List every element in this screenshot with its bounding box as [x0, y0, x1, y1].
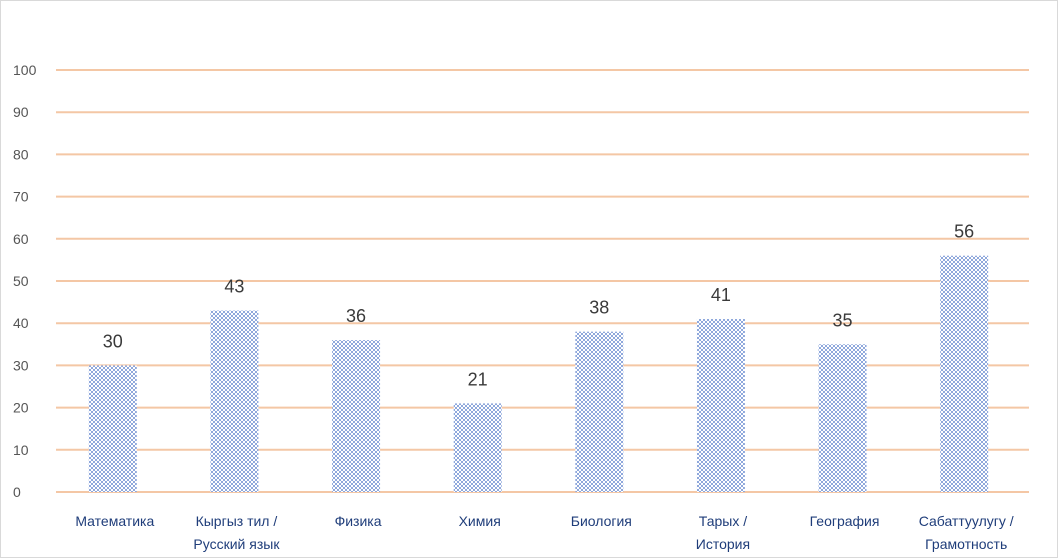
y-tick-label-80: 80 — [13, 146, 29, 162]
bar-6 — [818, 344, 867, 492]
y-tick-label-90: 90 — [13, 104, 29, 120]
y-tick-label-20: 20 — [13, 400, 29, 416]
y-tick-label-30: 30 — [13, 357, 29, 373]
y-tick-label-40: 40 — [13, 315, 29, 331]
data-label-1: 43 — [224, 277, 244, 297]
data-label-2: 36 — [346, 306, 366, 326]
bars — [88, 255, 989, 492]
y-tick-label-100: 100 — [13, 62, 37, 78]
x-tick-label-7: Сабаттуулугу / Грамотность — [919, 513, 1014, 552]
bar-2 — [332, 340, 381, 492]
bar-5 — [696, 318, 745, 492]
data-label-3: 21 — [468, 369, 488, 389]
data-label-5: 41 — [711, 285, 731, 305]
x-tick-label-2: Физика — [335, 513, 382, 529]
data-labels: 30 43 36 21 38 41 35 56 — [103, 222, 974, 390]
bar-7 — [940, 255, 989, 492]
y-tick-label-0: 0 — [13, 484, 21, 500]
bar-0 — [88, 365, 137, 492]
y-tick-label-10: 10 — [13, 442, 29, 458]
data-label-7: 56 — [954, 222, 974, 242]
x-tick-label-1: Кыргыз тил / Русский язык — [193, 513, 280, 552]
gridlines — [56, 69, 1029, 493]
x-axis-ticks: Математика Кыргыз тил / Русский язык Физика… — [75, 513, 1013, 552]
data-label-0: 30 — [103, 331, 123, 351]
y-tick-label-60: 60 — [13, 231, 29, 247]
bar-4 — [575, 331, 624, 492]
bar-3 — [453, 403, 502, 492]
x-tick-label-4: Биология — [571, 513, 632, 529]
y-tick-label-70: 70 — [13, 189, 29, 205]
y-axis-ticks: 0 10 20 30 40 50 60 70 80 90 100 — [13, 62, 37, 500]
x-tick-label-3: Химия — [459, 513, 501, 529]
x-tick-label-6: География — [810, 513, 880, 529]
y-tick-label-50: 50 — [13, 273, 29, 289]
x-tick-label-0: Математика — [75, 513, 154, 529]
bar-1 — [210, 310, 259, 492]
x-tick-label-5: Тарых / История — [696, 513, 750, 552]
data-label-4: 38 — [589, 298, 609, 318]
data-label-6: 35 — [833, 310, 853, 330]
